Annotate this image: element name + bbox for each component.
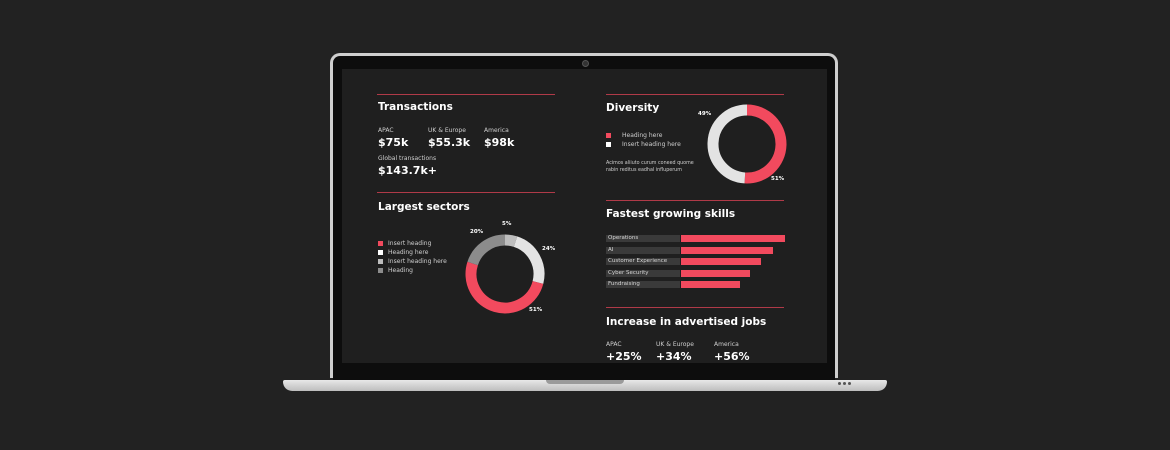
skill-label: AI — [606, 247, 680, 254]
legend-swatch — [378, 250, 383, 255]
legend-item: Heading here — [606, 131, 681, 140]
legend-swatch — [378, 268, 383, 273]
divider — [606, 94, 784, 95]
legend-swatch — [606, 133, 611, 138]
legend-label: Insert heading here — [622, 141, 681, 148]
legend-item: Heading — [378, 266, 447, 275]
region-label: America — [484, 127, 509, 134]
jobs-america: America +56% — [714, 341, 750, 363]
sector-pct-24: 24% — [542, 246, 556, 252]
region-value: +34% — [656, 350, 692, 363]
legend-swatch — [378, 259, 383, 264]
jobs-uk-europe: UK & Europe +34% — [656, 341, 694, 363]
divider — [377, 192, 555, 193]
global-value: $143.7k+ — [378, 164, 437, 177]
diversity-segment-1 — [707, 104, 748, 184]
legend-item: Heading here — [378, 248, 447, 257]
skills-title: Fastest growing skills — [606, 208, 736, 220]
skill-bar — [681, 247, 773, 254]
legend-swatch — [378, 241, 383, 246]
region-label: APAC — [606, 341, 622, 348]
diversity-pct-49: 49% — [698, 111, 712, 117]
legend-item: Insert heading here — [606, 140, 681, 149]
transactions-global: Global transactions $143.7k+ — [378, 155, 437, 177]
diversity-title: Diversity — [606, 102, 660, 114]
transactions-uk-europe: UK & Europe $55.3k — [428, 127, 470, 149]
skill-bar — [681, 270, 750, 277]
transactions-title: Transactions — [378, 101, 453, 113]
sector-pct-5: 5% — [502, 221, 512, 227]
camera-icon — [582, 60, 589, 67]
skill-label: Fundraising — [606, 281, 680, 288]
legend-label: Heading — [388, 267, 413, 274]
sectors-donut-chart — [465, 234, 545, 314]
skill-label: Cyber Security — [606, 270, 680, 277]
skill-row: AI — [606, 247, 786, 254]
legend-label: Heading here — [388, 249, 429, 256]
skill-bar — [681, 235, 785, 242]
sector-pct-51: 51% — [529, 307, 543, 313]
largest-sectors-title: Largest sectors — [378, 201, 470, 213]
skill-label: Customer Experience — [606, 258, 680, 265]
sector-segment-3 — [467, 234, 506, 266]
jobs-title: Increase in advertised jobs — [606, 316, 767, 328]
region-value: +56% — [714, 350, 750, 363]
legend-swatch — [606, 142, 611, 147]
region-label: UK & Europe — [428, 127, 466, 134]
sector-segment-1 — [513, 236, 545, 284]
region-label: UK & Europe — [656, 341, 694, 348]
sector-pct-20: 20% — [470, 229, 484, 235]
laptop-bezel-bottom — [333, 363, 835, 380]
region-value: $98k — [484, 136, 515, 149]
skill-row: Operations — [606, 235, 786, 242]
diversity-donut-chart — [707, 104, 787, 184]
region-value: $55.3k — [428, 136, 471, 149]
skill-bar — [681, 258, 762, 265]
legend-label: Insert heading — [388, 240, 432, 247]
legend-item: Insert heading — [378, 239, 447, 248]
diversity-segment-0 — [744, 104, 787, 184]
legend-label: Insert heading here — [388, 258, 447, 265]
legend-item: Insert heading here — [378, 257, 447, 266]
dashboard-screen: Transactions APAC $75k UK & Europe $55.3… — [342, 69, 827, 363]
transactions-apac: APAC $75k — [378, 127, 408, 149]
diversity-legend: Heading here Insert heading here — [606, 131, 681, 149]
skill-row: Cyber Security — [606, 270, 786, 277]
skills-bar-chart: Operations AI Customer Experience Cyber … — [606, 235, 786, 295]
divider — [606, 200, 784, 201]
region-label: APAC — [378, 127, 394, 134]
transactions-america: America $98k — [484, 127, 514, 149]
region-value: $75k — [378, 136, 409, 149]
global-label: Global transactions — [378, 155, 437, 162]
divider — [377, 94, 555, 95]
sector-segment-0 — [504, 234, 518, 247]
indicator-lights — [838, 382, 851, 385]
region-value: +25% — [606, 350, 642, 363]
skill-label: Operations — [606, 235, 680, 242]
region-label: America — [714, 341, 739, 348]
jobs-apac: APAC +25% — [606, 341, 642, 363]
diversity-pct-51: 51% — [771, 176, 785, 182]
diversity-description: Acimos aliiuto curum coneed quome rabin … — [606, 161, 694, 173]
skill-bar — [681, 281, 741, 288]
legend-label: Heading here — [622, 132, 663, 139]
laptop-notch — [546, 380, 624, 384]
skill-row: Customer Experience — [606, 258, 786, 265]
skill-row: Fundraising — [606, 281, 786, 288]
sectors-legend: Insert heading Heading here Insert headi… — [378, 239, 447, 275]
sector-segment-2 — [465, 261, 544, 314]
divider — [606, 307, 784, 308]
laptop-base — [283, 380, 887, 391]
